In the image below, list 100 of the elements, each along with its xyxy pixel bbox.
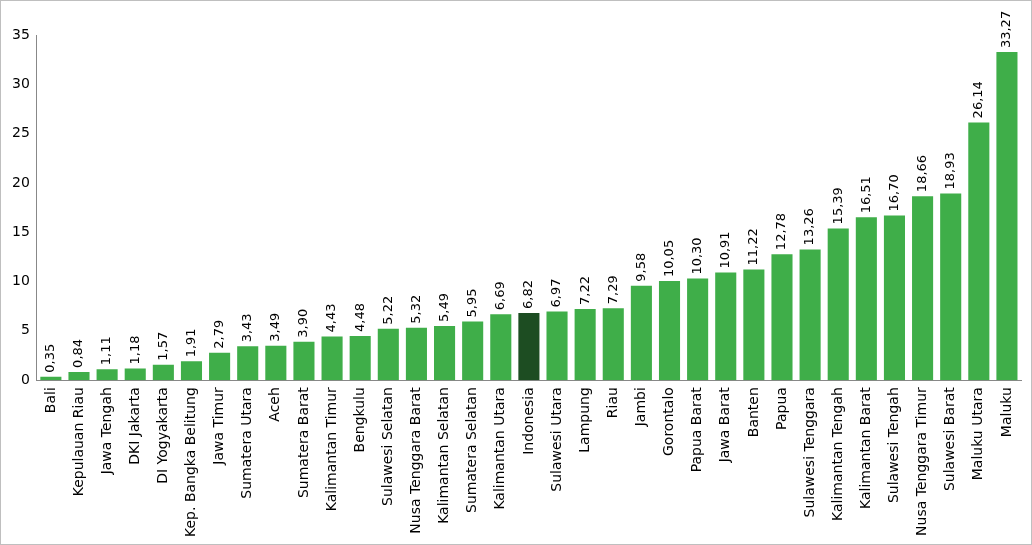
x-tick-label: Papua Barat — [688, 386, 705, 473]
x-tick-label: Kep. Bangka Belitung — [182, 387, 199, 538]
data-label: 26,14 — [970, 81, 986, 119]
bar — [546, 311, 568, 381]
x-tick-label: Kalimantan Barat — [856, 386, 873, 509]
bar — [968, 122, 990, 381]
data-label: 6,69 — [492, 281, 508, 311]
bar — [152, 364, 174, 381]
bar — [602, 308, 624, 381]
data-label: 3,90 — [295, 308, 311, 338]
bar — [462, 321, 484, 381]
data-label: 2,79 — [210, 319, 226, 349]
data-label: 3,43 — [239, 313, 255, 343]
data-label: 10,05 — [660, 239, 676, 278]
bar — [855, 217, 877, 381]
x-tick-label: Jawa Barat — [716, 386, 733, 464]
x-tick-label: Banten — [744, 387, 761, 438]
bar — [349, 335, 371, 381]
bar — [518, 312, 540, 381]
bar — [940, 193, 962, 381]
data-label: 5,32 — [407, 294, 423, 324]
x-tick-label: Kepulauan Riau — [69, 387, 86, 497]
y-tick-label: 30 — [11, 74, 30, 91]
bar — [996, 52, 1018, 381]
x-tick-label: Sumatera Barat — [294, 386, 311, 499]
data-label: 18,93 — [942, 152, 958, 190]
bar — [574, 308, 596, 381]
bar — [237, 346, 259, 381]
data-label: 16,70 — [885, 174, 901, 212]
bar — [321, 336, 343, 381]
data-label: 5,95 — [464, 288, 480, 318]
x-tick-label: Kalimantan Timur — [322, 386, 339, 512]
bar — [799, 249, 821, 381]
y-tick-label: 5 — [20, 321, 30, 338]
y-tick-label: 35 — [11, 25, 30, 42]
y-tick-label: 15 — [11, 222, 30, 239]
data-label: 1,91 — [182, 328, 198, 358]
data-label: 12,78 — [773, 212, 789, 251]
data-label: 11,22 — [745, 228, 761, 266]
bar — [405, 327, 427, 381]
bar — [124, 368, 146, 381]
y-tick-label: 0 — [20, 370, 30, 387]
data-label: 7,22 — [576, 276, 592, 305]
data-label: 18,66 — [913, 154, 929, 193]
bar — [209, 352, 231, 381]
bar — [912, 196, 934, 381]
data-label: 10,30 — [689, 237, 704, 275]
bar — [771, 254, 793, 381]
x-tick-label: Sulawesi Tengah — [885, 387, 902, 504]
data-label: 1,18 — [126, 335, 142, 365]
data-label: 1,11 — [98, 336, 114, 366]
data-label: 0,35 — [42, 343, 58, 373]
bar — [96, 369, 118, 381]
data-label: 7,29 — [604, 275, 620, 305]
data-label: 6,82 — [520, 279, 536, 309]
x-tick-label: Bengkulu — [350, 387, 367, 453]
data-label: 13,26 — [801, 208, 817, 246]
data-label: 4,48 — [351, 303, 367, 332]
x-tick-label: Gorontalo — [660, 387, 677, 456]
bar — [743, 269, 765, 381]
bar — [827, 228, 849, 381]
x-tick-label: Indonesia — [519, 387, 536, 455]
x-tick-label: Riau — [603, 387, 620, 419]
x-tick-label: Maluku Utara — [969, 387, 986, 481]
x-tick-label: Sulawesi Utara — [547, 387, 564, 492]
data-label: 1,57 — [154, 331, 170, 361]
bar — [265, 345, 287, 381]
x-tick-label: Jawa Timur — [210, 386, 227, 466]
data-label: 6,97 — [548, 278, 564, 308]
data-label: 33,27 — [998, 10, 1014, 49]
bar — [180, 361, 203, 381]
bar — [658, 281, 681, 381]
x-tick-label: Sulawesi Tenggara — [800, 387, 817, 518]
x-tick-label: Sulawesi Selatan — [378, 387, 395, 507]
bar — [630, 285, 652, 381]
x-tick-label: Lampung — [575, 387, 592, 453]
x-tick-label: Nusa Tenggara Timur — [913, 386, 930, 536]
bar — [68, 371, 90, 381]
x-tick-label: Bali — [41, 387, 58, 414]
data-label: 5,22 — [379, 295, 395, 325]
bar — [687, 278, 709, 381]
data-label: 9,58 — [632, 252, 648, 282]
y-tick-label: 10 — [11, 272, 30, 289]
data-label: 10,91 — [717, 231, 733, 269]
x-tick-label: DI Yogyakarta — [153, 387, 170, 484]
x-tick-label: Kalimantan Selatan — [435, 387, 452, 524]
x-tick-label: Maluku — [997, 387, 1014, 438]
bar — [883, 215, 906, 381]
x-tick-label: DKI Jakarta — [125, 387, 142, 465]
y-tick-label: 20 — [11, 173, 30, 190]
x-tick-label: Kalimantan Tengah — [828, 387, 845, 521]
y-tick-label: 25 — [11, 124, 30, 141]
data-label: 0,84 — [70, 338, 86, 368]
bar — [434, 326, 456, 381]
x-tick-label: Sulawesi Barat — [941, 386, 958, 492]
x-tick-label: Jambi — [632, 387, 649, 428]
x-tick-label: Sumatera Utara — [238, 387, 255, 499]
bar — [490, 314, 512, 381]
data-label: 5,49 — [435, 293, 451, 323]
data-label: 15,39 — [829, 187, 845, 225]
